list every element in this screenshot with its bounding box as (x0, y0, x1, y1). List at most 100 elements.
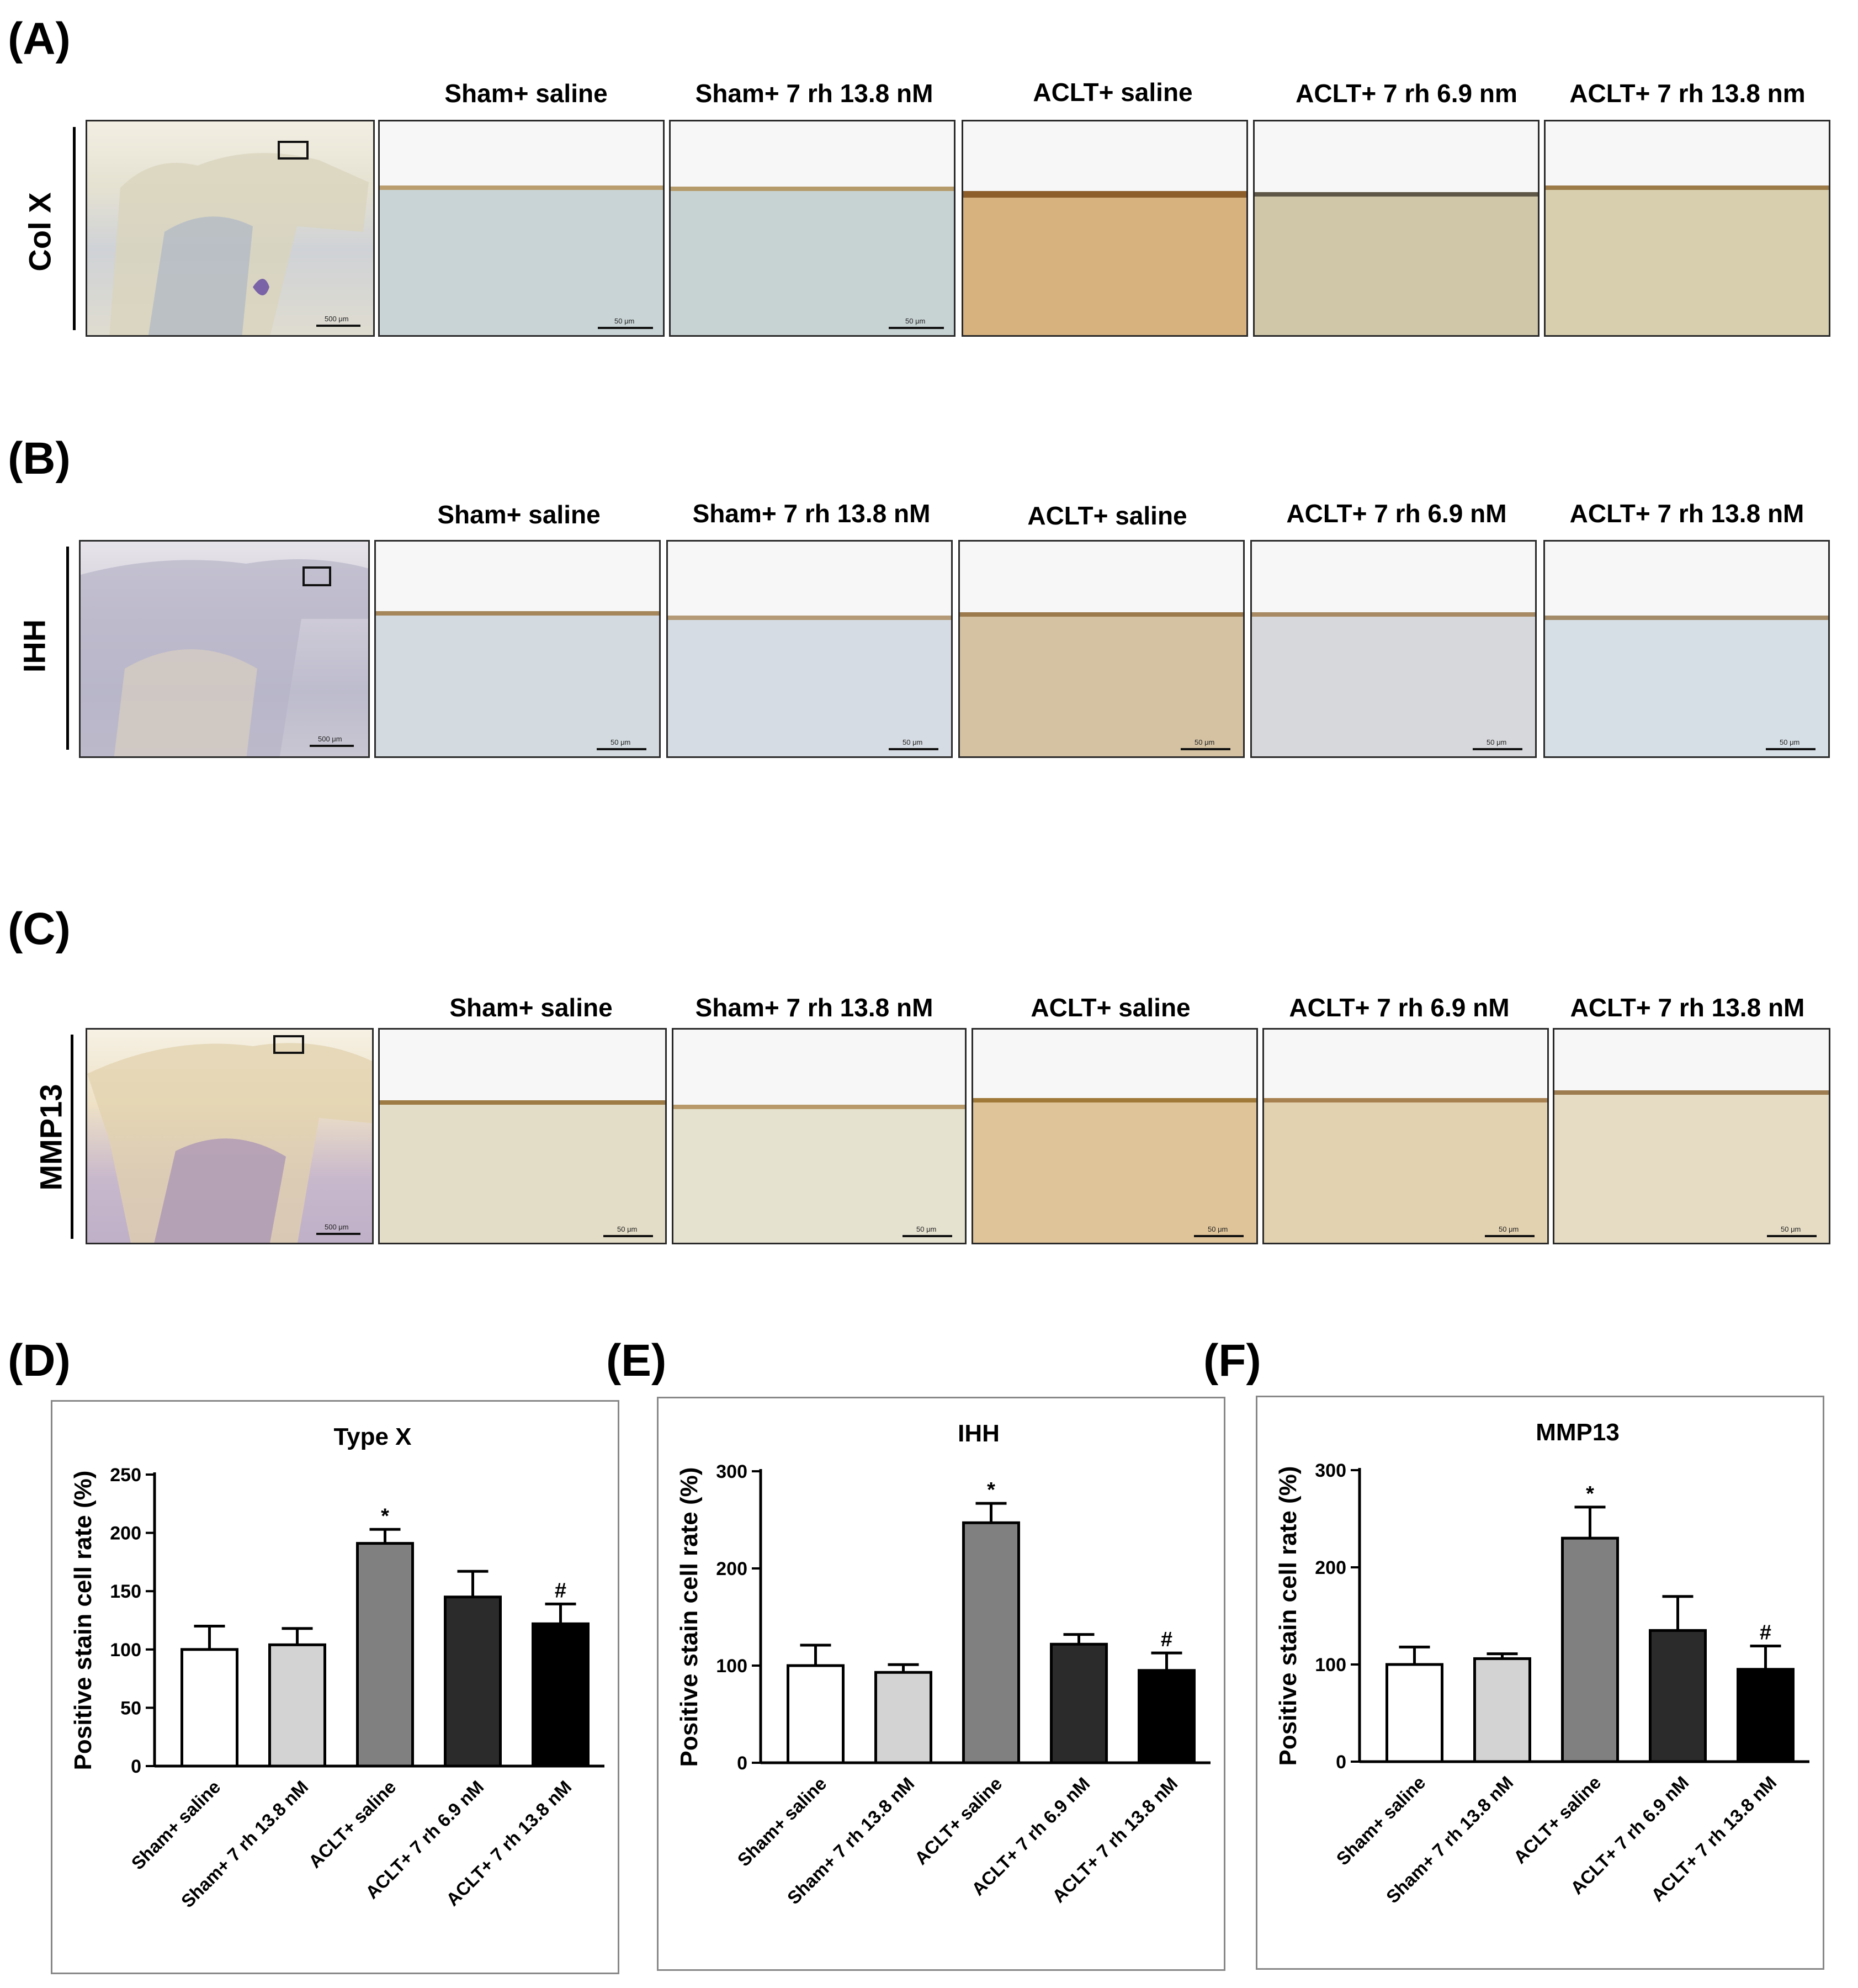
surface-b2 (668, 616, 951, 620)
y-tick-label: 200 (110, 1523, 141, 1544)
y-tick-label: 0 (1336, 1752, 1346, 1773)
y-tick-label: 50 (120, 1698, 141, 1719)
bar (1649, 1629, 1707, 1763)
micro-image-b3: 50 μm (958, 540, 1245, 758)
significance-marker: # (1161, 1628, 1172, 1651)
tissue-b1 (376, 613, 659, 756)
chart-title: MMP13 (1536, 1419, 1620, 1446)
micro-image-b1: 50 μm (374, 540, 661, 758)
micro-image-a1: 50 μm (378, 120, 665, 337)
col-title-b3: ACLT+ saline (1027, 501, 1187, 530)
y-tick-label: 150 (110, 1581, 141, 1602)
y-tick-label: 100 (1315, 1655, 1346, 1676)
col-title-b2: Sham+ 7 rh 13.8 nM (692, 499, 931, 528)
surface-a3 (963, 191, 1246, 198)
bar (1737, 1668, 1795, 1763)
x-tick-label: ACLT+ saline (1510, 1772, 1605, 1868)
scalebar-c1 (603, 1235, 653, 1237)
panel-letter-b: (B) (8, 433, 71, 484)
tissue-a1 (380, 188, 663, 335)
overview-image-b: 500 μm (79, 540, 370, 758)
bar (356, 1542, 414, 1768)
col-title-a5: ACLT+ 7 rh 13.8 nm (1569, 79, 1806, 108)
significance-marker: # (1760, 1621, 1771, 1645)
col-title-c5: ACLT+ 7 rh 13.8 nM (1570, 993, 1805, 1022)
surface-a4 (1255, 192, 1538, 197)
chart-panel-f: MMP13 Positive stain cell rate (%) 0 100 200… (1256, 1396, 1824, 1970)
y-axis-label: Positive stain cell rate (%) (70, 1471, 97, 1770)
tissue-b3 (960, 614, 1243, 756)
bar (1138, 1669, 1196, 1764)
tissue-c3 (973, 1100, 1256, 1243)
tissue-b5 (1545, 618, 1828, 756)
micro-image-c3: 50 μm (972, 1028, 1258, 1244)
scalebar-text-b4: 50 μm (1487, 738, 1507, 746)
col-title-a1: Sham+ saline (444, 79, 608, 108)
scalebar-text-c2: 50 μm (916, 1225, 937, 1233)
col-title-b4: ACLT+ 7 rh 6.9 nM (1286, 499, 1507, 528)
scalebar-text-c1: 50 μm (617, 1225, 638, 1233)
overview-tissue-c (87, 1043, 372, 1243)
y-tick-label: 200 (716, 1558, 747, 1579)
chart-panel-e: IHH Positive stain cell rate (%) 0 100 200 30… (657, 1397, 1225, 1971)
bar (787, 1664, 845, 1764)
bar (181, 1648, 238, 1768)
panel-letter-d: (D) (8, 1335, 71, 1386)
bar (1473, 1657, 1531, 1763)
y-tick-label: 100 (110, 1640, 141, 1661)
scalebar-b3 (1181, 748, 1230, 750)
bar (874, 1671, 932, 1764)
overview-tissue-a (109, 153, 369, 335)
col-title-b5: ACLT+ 7 rh 13.8 nM (1569, 499, 1804, 528)
surface-c4 (1264, 1098, 1547, 1102)
col-title-b1: Sham+ saline (437, 500, 601, 529)
scalebar-text-b1: 50 μm (611, 738, 631, 746)
significance-marker: * (987, 1478, 995, 1502)
scalebar-text-a1: 50 μm (614, 317, 635, 325)
bar (1050, 1642, 1108, 1764)
col-title-a2: Sham+ 7 rh 13.8 nM (695, 79, 933, 108)
micro-image-a5 (1544, 120, 1830, 337)
col-title-c4: ACLT+ 7 rh 6.9 nM (1289, 993, 1510, 1022)
bar-chart-ihh: IHH Positive stain cell rate (%) 0 100 200 30… (676, 1420, 1211, 1908)
scalebar-text-a2: 50 μm (905, 317, 926, 325)
row-label-mmp13: MMP13 (33, 1084, 68, 1191)
surface-a2 (671, 187, 954, 191)
bar (1561, 1536, 1619, 1763)
surface-c3 (973, 1098, 1256, 1102)
tissue-c4 (1264, 1100, 1547, 1243)
x-tick-label: Sham+ saline (127, 1777, 224, 1874)
scalebar-overview-b (310, 745, 354, 747)
col-title-c1: Sham+ saline (449, 993, 613, 1022)
roi-box-c (273, 1035, 304, 1054)
panel-letter-f: (F) (1203, 1335, 1261, 1386)
micro-image-a4 (1253, 120, 1540, 337)
y-tick-label: 100 (716, 1656, 747, 1677)
chart-title: IHH (958, 1420, 1000, 1447)
micro-image-b4: 50 μm (1250, 540, 1537, 758)
x-tick-label: Sham+ saline (1332, 1772, 1429, 1869)
scalebar-text-b3: 50 μm (1195, 738, 1215, 746)
roi-box-b (302, 566, 331, 586)
significance-marker: # (555, 1579, 566, 1602)
scalebar-b2 (889, 748, 938, 750)
surface-a5 (1546, 185, 1829, 190)
x-tick-label: Sham+ saline (733, 1773, 830, 1870)
surface-b1 (376, 611, 659, 616)
bar-chart-mmp13: MMP13 Positive stain cell rate (%) 0 100 200… (1275, 1419, 1809, 1907)
micro-image-b5: 50 μm (1543, 540, 1830, 758)
x-tick-label: ACLT+ saline (911, 1773, 1006, 1869)
panel-letter-c: (C) (8, 904, 71, 954)
scalebar-overview-c (316, 1233, 360, 1235)
surface-b4 (1252, 612, 1535, 617)
scalebar-text-c4: 50 μm (1499, 1225, 1519, 1233)
surface-c2 (673, 1105, 965, 1109)
scalebar-overview-a (316, 325, 360, 327)
col-title-c3: ACLT+ saline (1031, 993, 1191, 1022)
chart-title: Type X (333, 1423, 411, 1450)
bar (1385, 1663, 1443, 1763)
panel-letter-a: (A) (8, 14, 71, 64)
tissue-a4 (1255, 194, 1538, 335)
bar (532, 1622, 590, 1768)
tissue-a3 (963, 194, 1246, 335)
